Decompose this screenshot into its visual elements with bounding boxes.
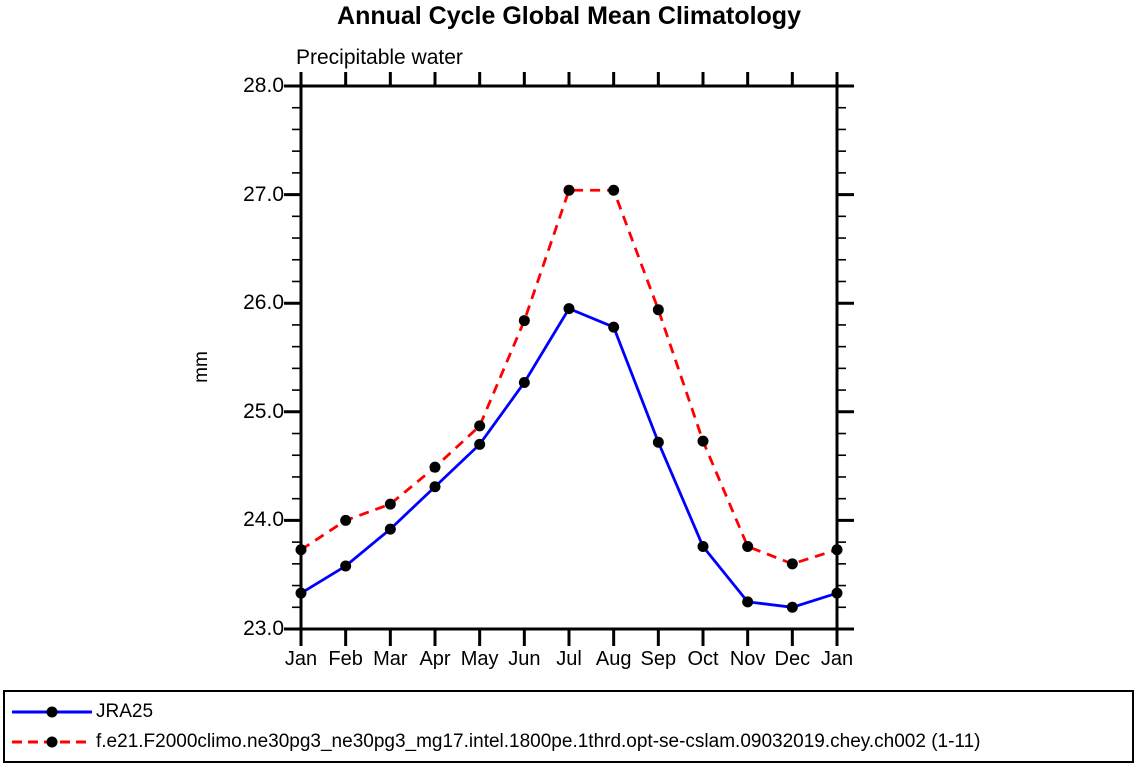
x-tick-label: Jul <box>556 648 582 670</box>
data-point-marker <box>831 587 843 599</box>
y-tick-label: 27.0 <box>243 182 284 206</box>
data-point-marker <box>295 544 307 556</box>
legend-row-model: f.e21.F2000climo.ne30pg3_ne30pg3_mg17.in… <box>5 727 1132 757</box>
legend-row-jra25: JRA25 <box>5 697 1132 727</box>
data-point-marker <box>831 544 843 556</box>
legend-label-jra25: JRA25 <box>96 701 154 722</box>
data-point-marker <box>608 321 620 333</box>
x-tick-label: Apr <box>419 648 451 670</box>
y-tick-label: 24.0 <box>243 508 284 532</box>
data-point-marker <box>518 376 530 388</box>
data-point-marker <box>518 315 530 327</box>
data-point-marker <box>474 420 486 432</box>
data-point-marker <box>563 184 575 196</box>
legend-box: JRA25 f.e21.F2000climo.ne30pg3_ne30pg3_m… <box>3 690 1134 763</box>
data-point-marker <box>384 498 396 510</box>
legend-label-model: f.e21.F2000climo.ne30pg3_ne30pg3_mg17.in… <box>96 731 981 752</box>
x-tick-label: Mar <box>373 648 408 670</box>
chart-subtitle: Precipitable water <box>296 46 463 69</box>
data-point-marker <box>429 461 441 473</box>
x-tick-label: Feb <box>328 648 363 670</box>
series-line <box>300 306 838 609</box>
x-tick-label: Oct <box>687 648 719 670</box>
data-point-marker <box>295 587 307 599</box>
data-point-marker <box>340 514 352 526</box>
data-point-marker <box>786 558 798 570</box>
data-point-marker <box>697 435 709 447</box>
y-tick-label: 28.0 <box>243 74 284 97</box>
data-point-marker <box>742 540 754 552</box>
legend-marker-icon <box>46 736 58 748</box>
x-tick-label: May <box>460 648 499 670</box>
y-tick-label: 23.0 <box>243 617 284 640</box>
x-tick-label: Jan <box>284 648 318 670</box>
data-point-marker <box>786 601 798 613</box>
x-tick-label: Jun <box>508 648 541 670</box>
x-tick-label: Sep <box>640 648 677 670</box>
x-tick-label: Nov <box>729 648 766 670</box>
data-point-marker <box>563 303 575 315</box>
data-point-marker <box>652 436 664 448</box>
x-tick-label: Aug <box>595 648 632 670</box>
series-line <box>300 188 838 566</box>
x-tick-label: Dec <box>774 648 811 670</box>
data-point-marker <box>652 304 664 316</box>
x-tick-label: Jan <box>820 648 854 670</box>
data-point-marker <box>742 596 754 608</box>
y-tick-label: 25.0 <box>243 399 284 423</box>
legend-marker-icon <box>46 706 58 718</box>
data-point-marker <box>340 560 352 572</box>
data-point-marker <box>384 523 396 535</box>
data-point-marker <box>474 438 486 450</box>
data-point-marker <box>608 184 620 196</box>
data-point-marker <box>697 540 709 552</box>
legend-line-solid-sample <box>12 706 92 718</box>
chart-title: Annual Cycle Global Mean Climatology <box>337 2 801 30</box>
y-tick-label: 26.0 <box>243 291 284 315</box>
data-point-marker <box>429 481 441 493</box>
legend-line-dashed-sample <box>12 736 92 748</box>
